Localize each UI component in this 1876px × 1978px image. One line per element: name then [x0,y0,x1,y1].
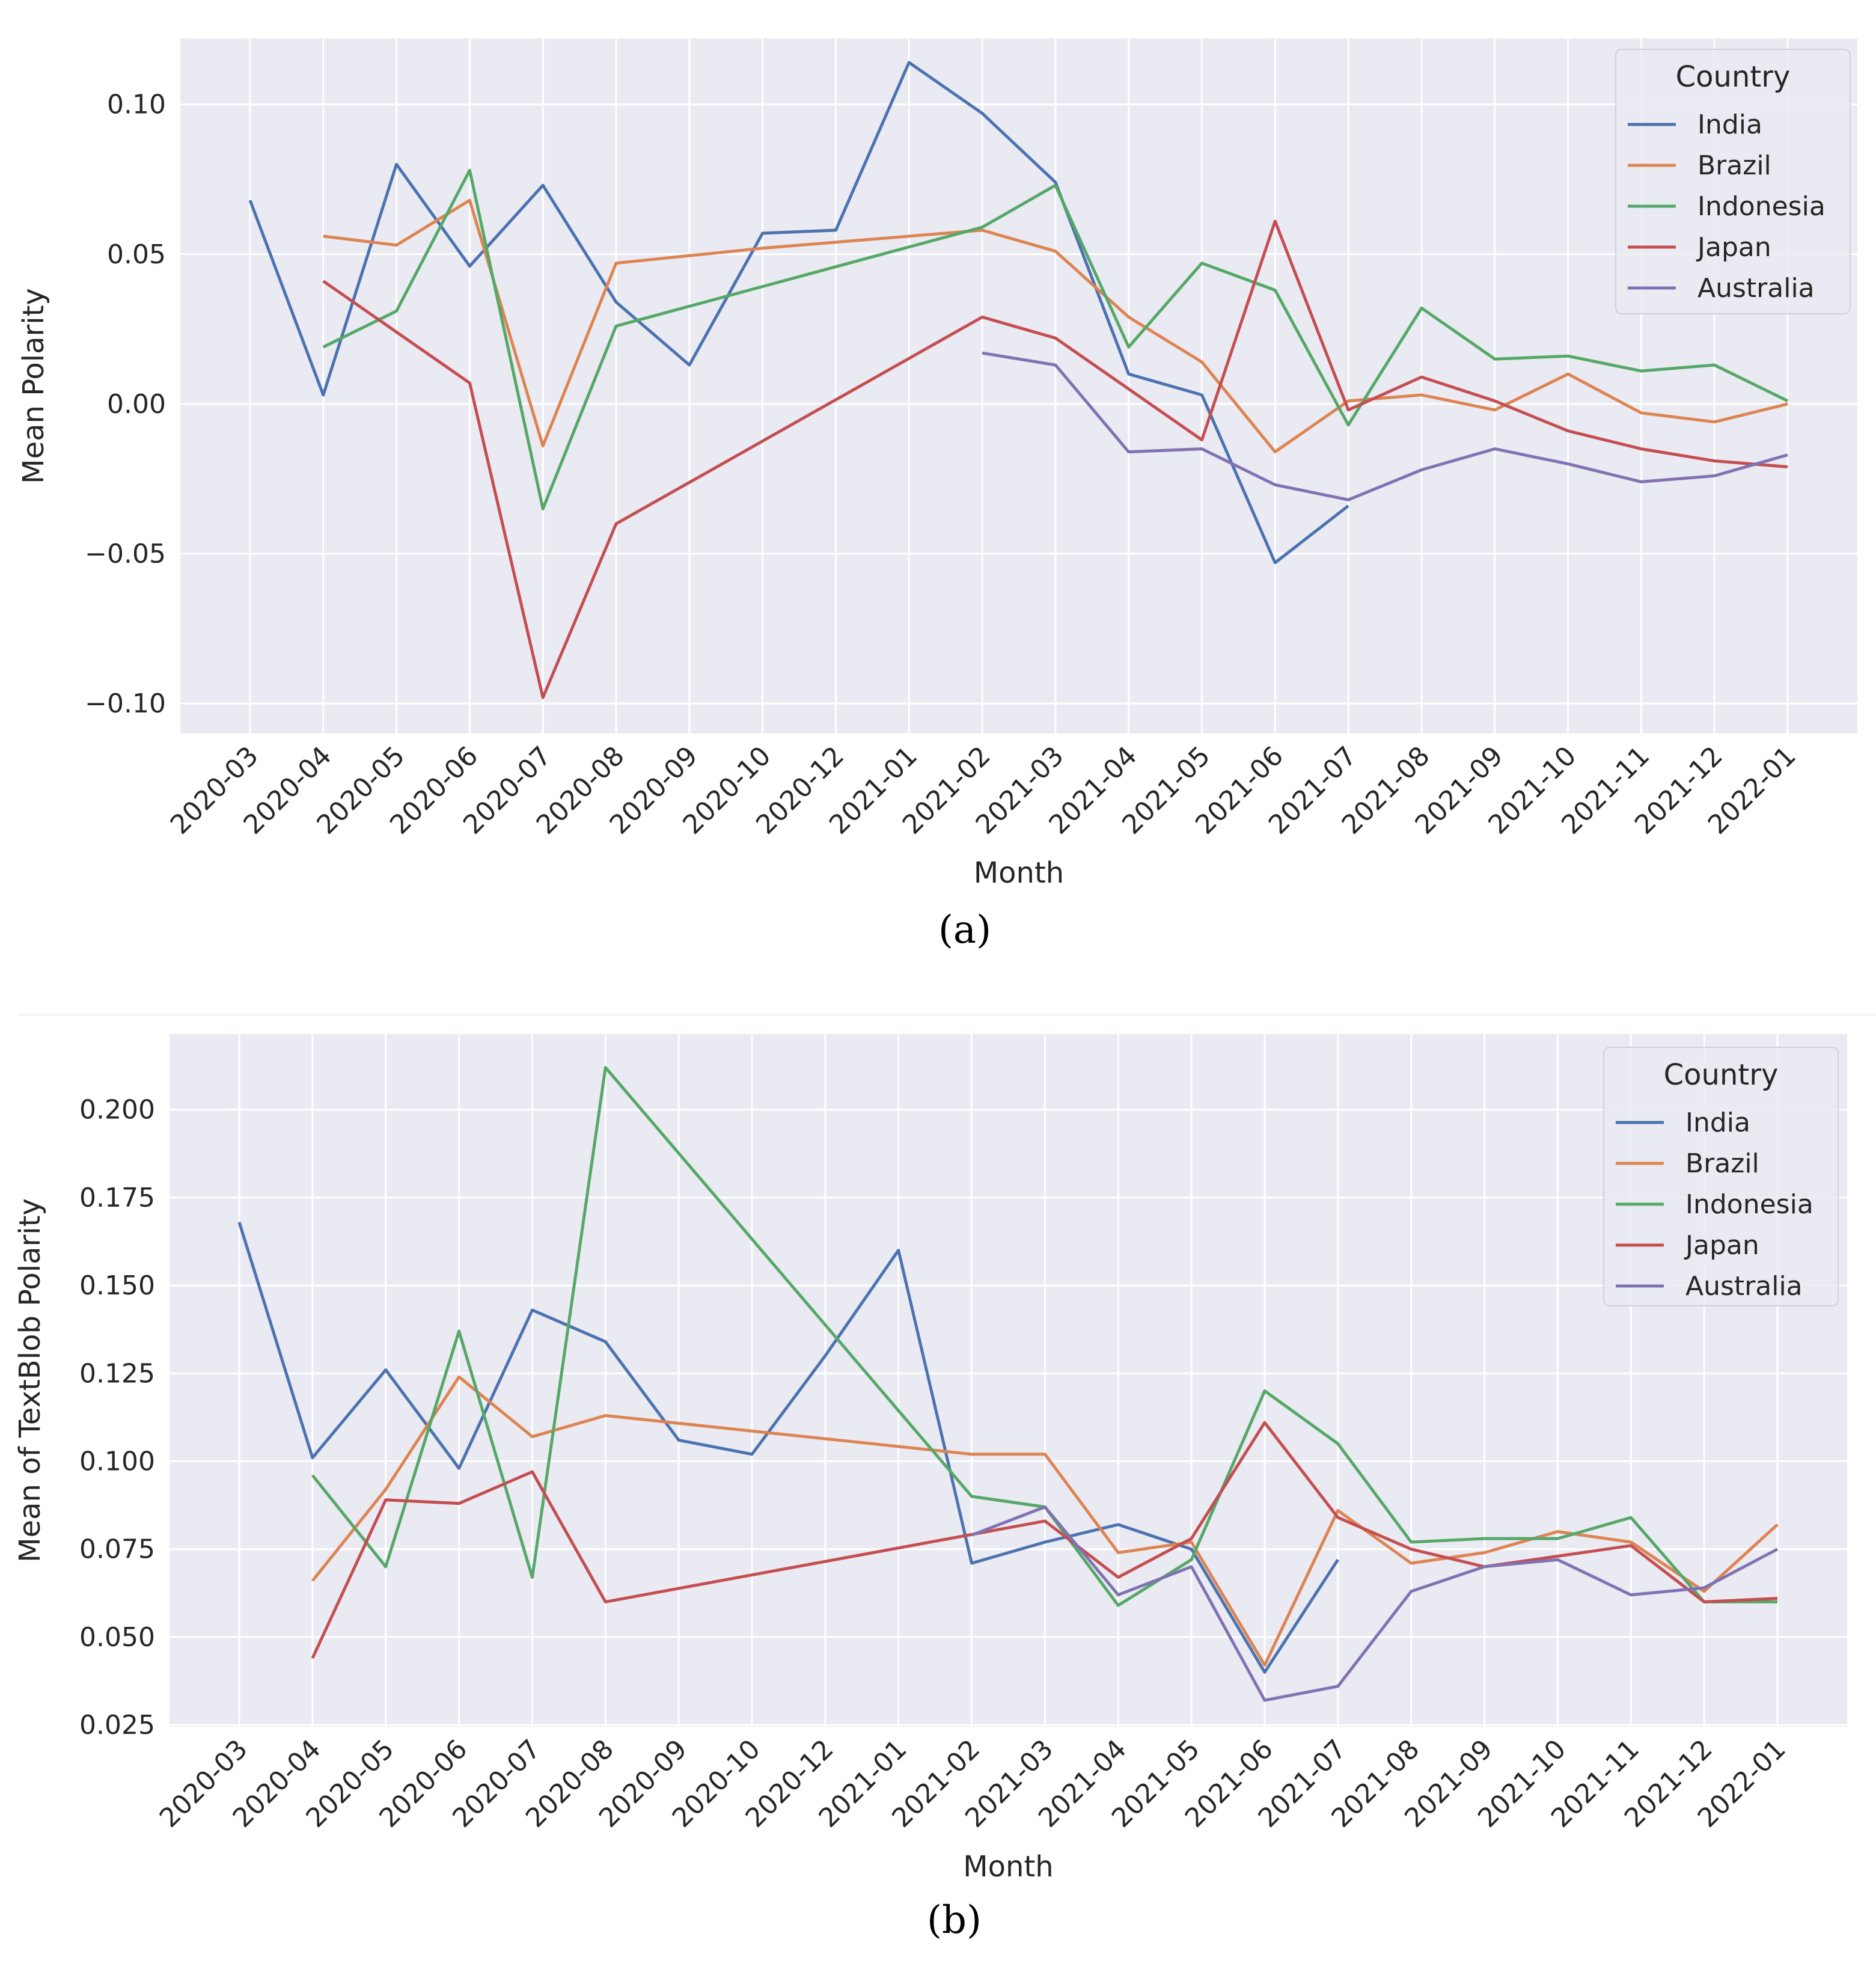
chart-1-y-tick-label: 0.075 [79,1534,155,1565]
chart-1-legend-title: Country [1664,1058,1779,1092]
chart-1-y-tick-label: 0.150 [79,1270,155,1301]
chart-0-y-tick-label: −0.10 [85,688,166,719]
chart-1-series-japan-line [311,1421,1778,1659]
chart-0-x-axis-label: Month [974,856,1064,890]
chart-1-series-brazil-line [311,1375,1779,1667]
chart-1-legend-label-australia: Australia [1685,1271,1803,1302]
chart-0-series-australia-line [982,351,1788,501]
chart-1-legend-label-japan: Japan [1684,1230,1759,1261]
chart-0-y-tick-label: 0.10 [107,90,166,120]
chart-0-y-tick-label: 0.00 [107,389,166,420]
chart-0-legend-label-japan: Japan [1696,232,1771,263]
chart-1-series-indonesia-line [311,1066,1777,1607]
chart-0-y-tick-label: 0.05 [107,239,166,270]
chart-0-legend-label-brazil: Brazil [1697,150,1771,181]
chart-1-y-tick-label: 0.125 [79,1358,155,1389]
chart-1-plot-area [170,1034,1847,1727]
chart-1-legend-label-brazil: Brazil [1685,1148,1759,1179]
chart-1-y-tick-label: 0.100 [79,1446,155,1477]
chart-1-series-india-line [237,1222,1339,1674]
chart-1-legend-label-india: India [1685,1107,1750,1138]
chart-0-legend-title: Country [1676,60,1791,94]
chart-1-legend-box [1603,1047,1839,1306]
chart-0-series-india-line [248,61,1349,565]
chart-0-series-indonesia-line [322,168,1789,510]
chart-0-legend-label-indonesia: Indonesia [1697,191,1826,222]
chart-0-series-japan-line [322,219,1788,699]
chart-1-y-axis-label: Mean of TextBlob Polarity [13,1198,47,1563]
chart-1-legend: Country India Brazil Indonesia Japan Australi… [1603,1047,1839,1306]
chart-1-legend-label-indonesia: Indonesia [1685,1189,1813,1220]
chart-0-legend-label-india: India [1697,109,1762,140]
chart-1-series-australia-line [971,1505,1779,1702]
chart-0-panel-caption: (a) [938,908,991,952]
chart-0-legend: Country India Brazil Indonesia Japan Australi… [1615,49,1851,314]
chart-1-y-tick-label: 0.025 [79,1710,155,1741]
chart-0-y-tick-label: −0.05 [85,539,166,569]
chart-0-y-axis-label: Mean Polarity [17,288,50,484]
chart-1-y-tick-label: 0.200 [79,1095,155,1125]
chart-0-plot-area [180,38,1857,733]
chart-1-x-axis-label: Month [963,1850,1053,1884]
chart-0-series-brazil-line [323,198,1788,454]
chart-0: 2020-032020-042020-052020-062020-072020-… [17,38,1857,952]
chart-1-y-tick-label: 0.050 [79,1622,155,1653]
chart-1-panel-caption: (b) [927,1898,982,1943]
chart-1-y-tick-label: 0.175 [79,1183,155,1213]
chart-0-legend-label-australia: Australia [1697,273,1815,304]
